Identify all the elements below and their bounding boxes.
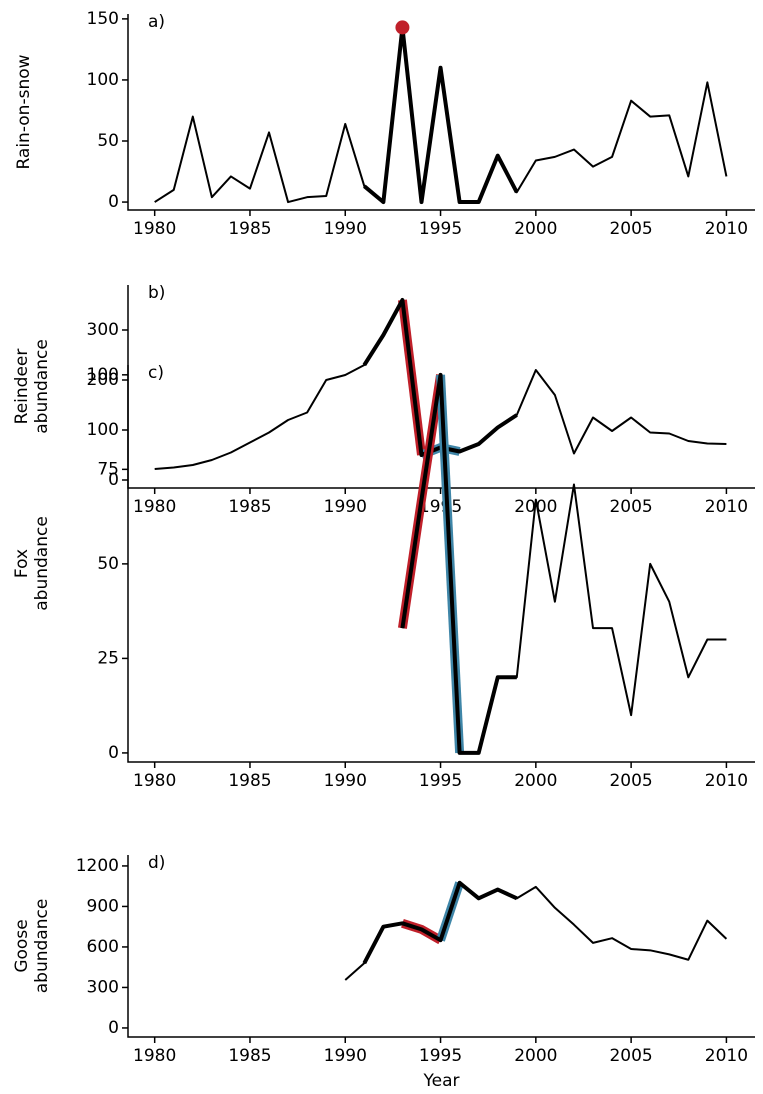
x-tick-label: 2005 [609,1046,652,1066]
panel-label: b) [148,283,165,303]
y-axis-label: Fox [12,549,32,578]
thick-segment [363,25,519,205]
x-tick-label: 2000 [514,771,557,791]
x-tick-label: 1990 [324,1046,367,1066]
y-tick-label: 300 [87,320,119,340]
y-tick-label: 100 [87,365,119,385]
x-tick-label: 2010 [705,1046,748,1066]
y-tick-label: 0 [108,192,119,212]
y-tick-label: 0 [108,470,119,490]
y-tick-label: 0 [108,743,119,763]
y-tick-label: 900 [87,896,119,916]
y-tick-label: 50 [97,131,119,151]
y-tick-label: 1200 [76,856,119,876]
y-tick-label: 50 [97,554,119,574]
axis-line [127,855,755,1038]
y-tick-label: 0 [108,1018,119,1038]
y-tick-label: 25 [97,648,119,668]
x-tick-label: 1985 [228,1046,271,1066]
panel-label: a) [148,12,165,32]
thick-segment [400,372,517,755]
x-tick-label: 2005 [609,497,652,517]
y-tick-label: 100 [87,70,119,90]
x-tick-label: 1995 [419,771,462,791]
x-tick-label: 1980 [133,219,176,239]
x-tick-label: 1995 [419,219,462,239]
thick-segment [362,880,518,965]
panel-label: d) [148,853,165,873]
data-line [344,881,728,981]
x-tick-label: 1995 [419,1046,462,1066]
y-tick-label: 300 [87,977,119,997]
y-tick-label: 150 [87,9,119,29]
panel-label: c) [148,363,164,383]
y-tick-label: 75 [97,459,119,479]
y-tick-label: 200 [87,370,119,390]
y-axis-label: Goose [12,919,32,972]
x-tick-label: 1980 [133,497,176,517]
x-tick-label: 2005 [609,219,652,239]
x-tick-label: 2010 [705,219,748,239]
x-tick-label: 1990 [324,771,367,791]
x-tick-label: 1990 [324,497,367,517]
axis-line [127,14,755,211]
x-tick-label: 2000 [514,1046,557,1066]
y-tick-label: 600 [87,937,119,957]
x-tick-label: 1985 [228,219,271,239]
x-tick-label: 1985 [228,771,271,791]
x-tick-label: 2010 [705,497,748,517]
x-tick-label: 2000 [514,219,557,239]
x-tick-label: 1985 [228,497,271,517]
data-line [154,26,728,204]
x-tick-label: 2010 [705,771,748,791]
y-axis-label: abundance [32,516,52,611]
y-axis-label: Reindeer [12,349,32,425]
y-axis-label: abundance [32,339,52,434]
x-tick-label: 2005 [609,771,652,791]
y-axis-label: abundance [32,899,52,994]
x-tick-label: 1990 [324,219,367,239]
highlight-marker [395,20,410,35]
y-axis-label: Rain-on-snow [14,54,34,169]
y-tick-label: 100 [87,420,119,440]
x-tick-label: 1980 [133,771,176,791]
x-tick-label: 1980 [133,1046,176,1066]
axis-line [127,365,755,763]
x-axis-label: Year [423,1071,460,1091]
